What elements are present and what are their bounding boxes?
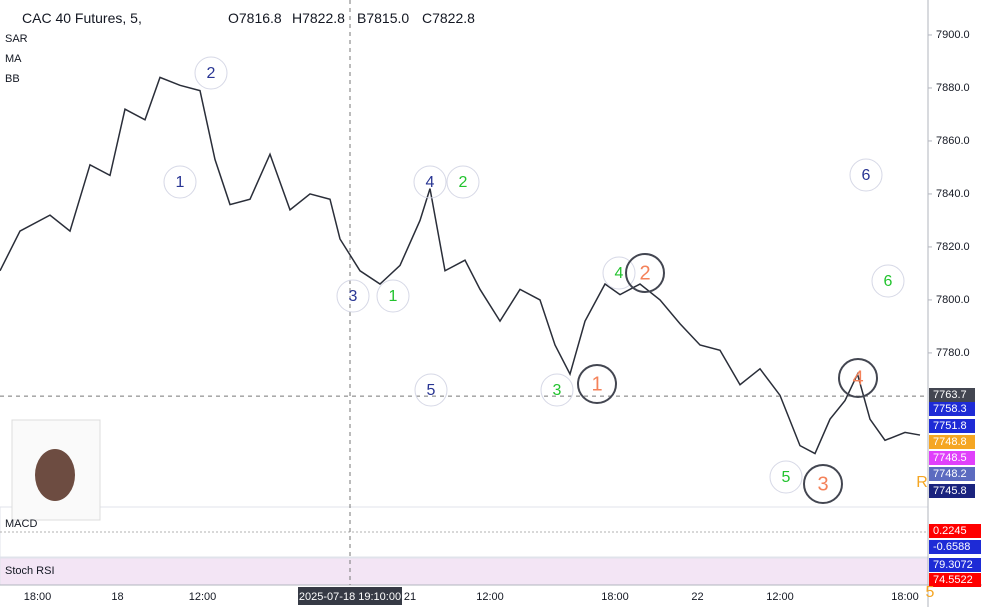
- price-tag-label: 7758.3: [933, 403, 967, 415]
- symbol: CAC 40 Futures, 5,: [22, 10, 142, 26]
- wave-label: 6: [884, 273, 893, 290]
- wave-label: 4: [426, 174, 435, 191]
- wave-circle: [803, 464, 843, 504]
- wave-circle: [194, 56, 228, 90]
- y-tick-label: 7780.0: [936, 347, 970, 359]
- wave-label: 5: [782, 469, 791, 486]
- price-line: [0, 76, 921, 455]
- panel-tag-label: 74.5522: [933, 574, 973, 586]
- price-tag: [929, 419, 975, 433]
- wave-circle: [376, 279, 410, 313]
- price-tag-label: 7751.8: [933, 420, 967, 432]
- x-tick-label: 12:00: [189, 591, 217, 603]
- wave-circle: [163, 165, 197, 199]
- wave-circle: [414, 373, 448, 407]
- wave-circle: [602, 256, 636, 290]
- ohlc-close: C7822.8: [422, 10, 475, 26]
- wave-label: 4: [615, 265, 624, 282]
- wave-label: 5: [926, 584, 935, 601]
- panel-tag-label: 0.2245: [933, 525, 967, 537]
- panel-tag: [929, 524, 981, 538]
- panel-tag: [929, 540, 981, 554]
- wave-circle: [577, 364, 617, 404]
- wave-label: 4: [852, 367, 863, 389]
- x-tick-label: 18:00: [601, 591, 629, 603]
- wave-label: 2: [459, 174, 468, 191]
- wave-circle: [769, 460, 803, 494]
- x-tick-label: 12:00: [766, 591, 794, 603]
- x-tick-label: 2025-07-18 19:10:00: [299, 591, 401, 603]
- panel-tag-label: 79.3072: [933, 559, 973, 571]
- wave-label: 1: [176, 174, 185, 191]
- stoch-panel: [0, 557, 929, 586]
- wave-label: 3: [349, 288, 358, 305]
- crosshair-date-bg: [298, 587, 402, 605]
- panel-tag: [929, 573, 981, 587]
- x-tick-label: 21: [404, 591, 416, 603]
- price-tag: [929, 402, 975, 416]
- wave-label: 1: [591, 373, 602, 395]
- wave-circle: [625, 253, 665, 293]
- wave-circle: [540, 373, 574, 407]
- wave-label: R: [916, 474, 928, 491]
- wave-label: 1: [389, 288, 398, 305]
- wave-circle: [336, 279, 370, 313]
- wave-circle: [849, 158, 883, 192]
- panel-name[interactable]: MACD: [5, 518, 38, 530]
- y-tick-label: 7800.0: [936, 294, 970, 306]
- panel-tag-label: -0.6588: [933, 541, 970, 553]
- x-tick-label: 18: [111, 591, 123, 603]
- wave-label: 3: [553, 382, 562, 399]
- wave-circle: [871, 264, 905, 298]
- price-tag-label: 7745.8: [933, 485, 967, 497]
- wave-label: 2: [207, 65, 216, 82]
- y-tick-label: 7880.0: [936, 82, 970, 94]
- y-tick-label: 7900.0: [936, 29, 970, 41]
- wave-label: 3: [817, 473, 828, 495]
- y-tick-label: 7860.0: [936, 135, 970, 147]
- ohlc-open: O7816.8: [228, 10, 282, 26]
- logo-bear: [35, 449, 75, 501]
- price-tag: [929, 388, 975, 402]
- x-tick-label: 18:00: [24, 591, 52, 603]
- price-tag: [929, 467, 975, 481]
- panel-tag: [929, 558, 981, 572]
- price-tag-label: 7748.5: [933, 452, 967, 464]
- wave-circle: [838, 358, 878, 398]
- price-tag-label: 7748.8: [933, 436, 967, 448]
- wave-circle: [446, 165, 480, 199]
- indicator[interactable]: SAR: [5, 33, 28, 45]
- price-tag: [929, 451, 975, 465]
- indicator[interactable]: BB: [5, 73, 20, 85]
- price-tag: [929, 435, 975, 449]
- ohlc-low: B7815.0: [357, 10, 410, 26]
- wave-label: 2: [639, 262, 650, 284]
- wave-circle: [413, 165, 447, 199]
- price-tag-label: 7748.2: [933, 468, 967, 480]
- y-tick-label: 7820.0: [936, 241, 970, 253]
- ohlc-high: H7822.8: [292, 10, 345, 26]
- price-tag: [929, 484, 975, 498]
- x-tick-label: 12:00: [476, 591, 504, 603]
- wave-label: 6: [862, 167, 871, 184]
- indicator[interactable]: MA: [5, 53, 22, 65]
- panel-name[interactable]: Stoch RSI: [5, 565, 55, 577]
- wave-label: 5: [427, 382, 436, 399]
- x-tick-label: 22: [691, 591, 703, 603]
- price-tag-label: 7763.7: [933, 389, 967, 401]
- x-tick-label: 18:00: [891, 591, 919, 603]
- y-tick-label: 7840.0: [936, 188, 970, 200]
